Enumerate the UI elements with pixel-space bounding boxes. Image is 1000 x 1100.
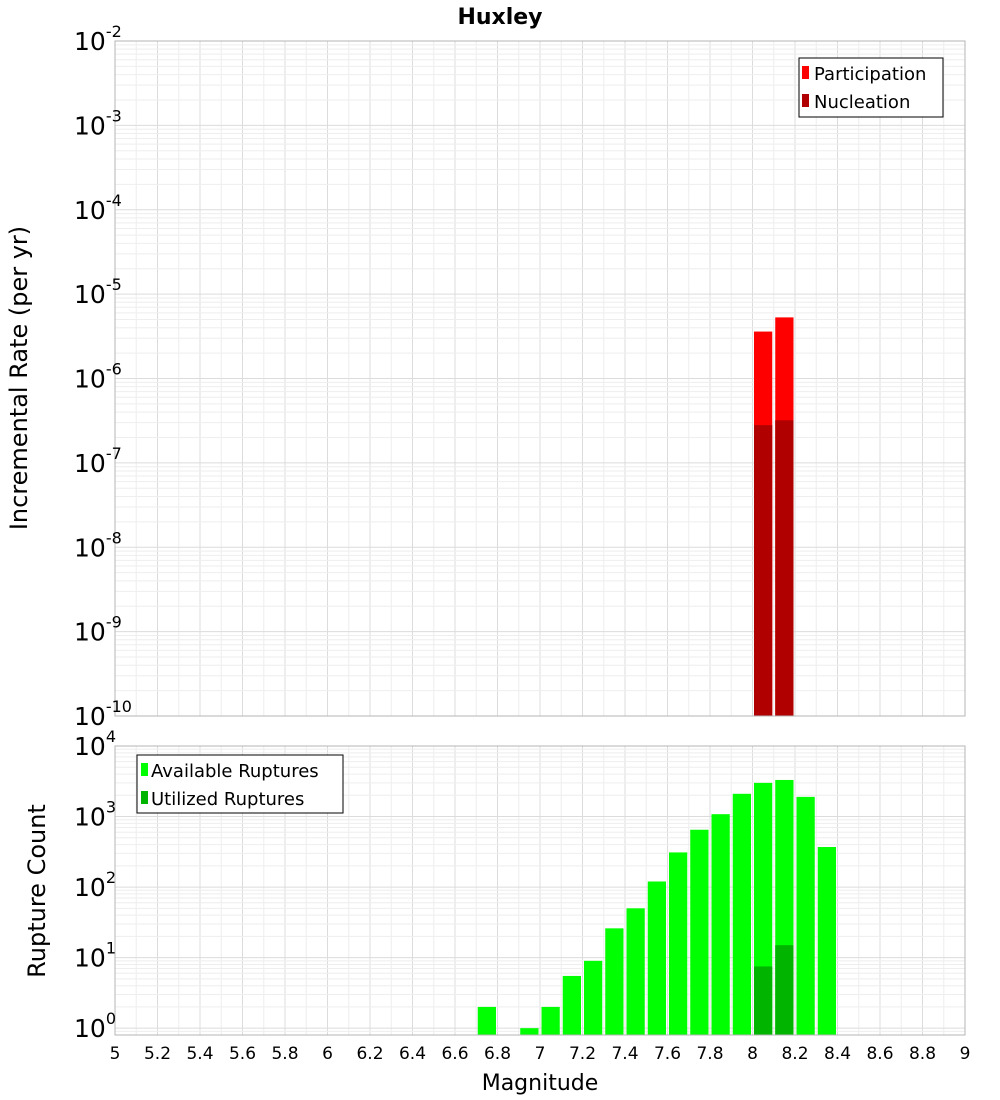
count-bar-a [732, 793, 751, 1035]
magnitude-x-ticks: 5 5.2 5.4 5.6 5.8 6 6.2 6.4 6.6 6.8 7 7.2 7.4 7.6 7.8 8… [110, 1044, 971, 1064]
count-y-axis-label: Rupture Count [23, 804, 51, 978]
x-tick-label: 5.6 [229, 1044, 256, 1064]
legend-swatch-participation [802, 66, 809, 79]
rate-legend-box [798, 57, 944, 118]
count-bar-a [584, 960, 603, 1035]
count-y-tick-label: 102 [74, 868, 116, 902]
rate-bars [754, 317, 794, 716]
count-plot-frame [114, 745, 966, 1036]
count-bar-a [711, 814, 730, 1035]
rate-grid [114, 40, 966, 717]
x-tick-label: 6.8 [484, 1044, 511, 1064]
count-bars [477, 779, 836, 1035]
legend-label-utilized: Utilized Ruptures [151, 789, 304, 810]
rate-y-tick-label: 10-8 [74, 528, 122, 562]
x-tick-label: 5.4 [186, 1044, 213, 1064]
rate-legend: Participation Nucleation [798, 57, 944, 118]
rate-y-tick-label: 10-7 [74, 444, 122, 478]
count-y-tick-label: 100 [74, 1009, 116, 1043]
rate-y-tick-label: 10-5 [74, 275, 122, 309]
count-bar-a [541, 1006, 560, 1035]
x-tick-label: 7 [535, 1044, 546, 1064]
x-tick-label: 7.4 [611, 1044, 638, 1064]
count-bar-a [690, 829, 709, 1035]
count-bar-a [605, 928, 624, 1035]
count-legend: Available Ruptures Utilized Ruptures [136, 754, 344, 814]
x-tick-label: 6.2 [356, 1044, 383, 1064]
count-y-tick-label: 103 [74, 798, 116, 832]
rate-panel: 10-10 10-9 10-8 10-7 10-6 10-5 10-4 10-3 10-2 In… [5, 22, 966, 731]
legend-swatch-utilized [141, 791, 148, 804]
x-tick-label: 8.2 [781, 1044, 808, 1064]
x-tick-label: 6 [322, 1044, 333, 1064]
count-bar-a [626, 908, 645, 1035]
count-y-ticks: 100 101 102 103 104 [74, 727, 116, 1043]
x-tick-label: 6.4 [399, 1044, 426, 1064]
x-tick-label: 5.8 [271, 1044, 298, 1064]
rate-bar-b [754, 425, 773, 716]
x-tick-label: 7.2 [569, 1044, 596, 1064]
chart-title: Huxley [457, 5, 542, 30]
x-tick-label: 8 [747, 1044, 758, 1064]
count-bar-a [669, 852, 688, 1035]
count-bar-a [796, 796, 815, 1035]
legend-label-nucleation: Nucleation [814, 92, 910, 113]
rate-y-tick-label: 10-3 [74, 106, 122, 140]
rate-y-axis-label: Incremental Rate (per yr) [5, 226, 33, 530]
count-bar-a [562, 975, 581, 1035]
count-bar-b [754, 966, 773, 1035]
rate-plot-frame [114, 40, 966, 717]
x-tick-label: 6.6 [441, 1044, 468, 1064]
legend-label-participation: Participation [814, 64, 926, 85]
rate-y-tick-label: 10-2 [74, 22, 122, 56]
x-tick-label: 8.6 [866, 1044, 893, 1064]
legend-label-available: Available Ruptures [151, 761, 319, 782]
legend-swatch-available [141, 763, 148, 776]
rate-y-ticks: 10-10 10-9 10-8 10-7 10-6 10-5 10-4 10-3 10-2 [74, 22, 132, 731]
count-panel: 100 101 102 103 104 5 5.2 5.4 5.6 5.8 6 6.2 6.4 6.6 6… [23, 727, 970, 1096]
x-axis-label: Magnitude [482, 1071, 599, 1096]
x-tick-label: 9 [960, 1044, 971, 1064]
count-bar-a [520, 1028, 539, 1035]
count-y-tick-label: 104 [74, 727, 116, 761]
legend-swatch-nucleation [802, 94, 809, 107]
x-tick-label: 5 [110, 1044, 121, 1064]
x-tick-label: 7.6 [654, 1044, 681, 1064]
rate-y-tick-label: 10-4 [74, 191, 122, 225]
x-tick-label: 8.8 [909, 1044, 936, 1064]
x-tick-label: 5.2 [144, 1044, 171, 1064]
rate-y-tick-label: 10-6 [74, 360, 122, 394]
count-bar-b [775, 945, 794, 1035]
count-bar-a [647, 881, 666, 1035]
rate-y-tick-label: 10-9 [74, 613, 122, 647]
count-legend-box [136, 754, 344, 814]
count-bar-a [477, 1006, 496, 1035]
count-bar-a [817, 847, 836, 1035]
count-y-tick-label: 101 [74, 939, 116, 973]
x-tick-label: 8.4 [824, 1044, 851, 1064]
rate-y-tick-label: 10-10 [74, 697, 132, 731]
x-tick-label: 7.8 [696, 1044, 723, 1064]
rate-bar-b [775, 420, 794, 716]
